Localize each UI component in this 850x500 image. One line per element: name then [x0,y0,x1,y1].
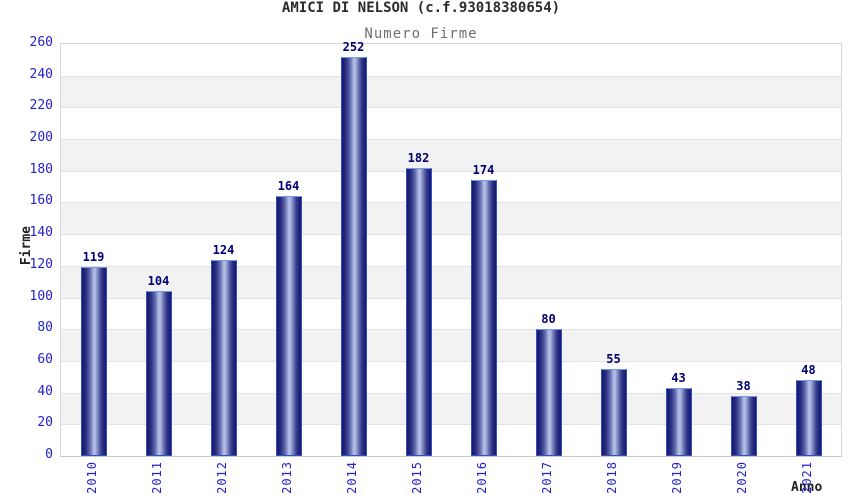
bar-value-label: 55 [606,351,621,366]
gridline [61,265,841,267]
y-tick-label: 60 [37,351,53,367]
bar-2017 [535,329,562,456]
x-tick-label: 2020 [734,461,749,494]
y-tick-label: 180 [29,161,53,177]
x-tick-label: 2010 [84,461,99,494]
x-tick-label: 2013 [279,461,294,494]
bar-2021 [795,379,822,456]
plot-band [61,424,841,456]
x-axis-title: Anno [791,480,823,495]
x-tick-label: 2016 [474,461,489,494]
plot-band [61,202,841,235]
plot-band [61,170,841,203]
plot-band [61,44,841,76]
plot-band [61,234,841,266]
bar-2020 [730,395,757,456]
bar-value-label: 174 [472,163,495,178]
gridline [61,202,841,204]
gridline [61,170,841,172]
x-tick-label: 2019 [669,461,684,494]
plot-area: 119 104 124 164 252 182 174 80 55 43 38 48 [60,39,842,457]
y-tick-label: 160 [29,193,53,209]
plot-band [61,297,841,330]
bar-2012 [210,259,237,456]
y-tick-label: 220 [29,98,53,114]
bar-value-label: 124 [212,242,235,257]
gridline [61,392,841,394]
bar-2010 [80,267,107,456]
x-tick-label: 2021 [799,461,814,494]
gridline [61,234,841,236]
y-tick-label: 20 [37,415,53,431]
y-tick-label: 80 [37,320,53,336]
bar-2016 [470,180,497,456]
bar-2014 [340,56,367,456]
x-tick-label: 2014 [344,461,359,494]
y-tick-label: 140 [29,225,53,241]
bar-2013 [275,196,302,456]
gridline [61,424,841,426]
y-tick-label: 100 [29,288,53,304]
bar-value-label: 104 [147,274,170,289]
gridline [61,329,841,331]
bar-value-label: 38 [736,378,751,393]
y-tick-label: 40 [37,383,53,399]
chart-title: AMICI DI NELSON (c.f.93018380654) [281,0,561,16]
bar-value-label: 119 [82,250,105,265]
bar-2015 [405,167,432,456]
bar-2011 [145,291,172,456]
x-tick-label: 2015 [409,461,424,494]
bar-value-label: 182 [407,150,430,165]
plot-band [61,107,841,140]
plot-band [61,75,841,108]
x-tick-label: 2012 [214,461,229,494]
plot-band [61,329,841,361]
plot-band [61,360,841,393]
gridline [61,360,841,362]
y-tick-label: 240 [29,66,53,82]
bar-value-label: 252 [342,39,365,54]
x-tick-label: 2011 [149,461,164,494]
gridline [61,75,841,77]
bar-value-label: 80 [541,312,556,327]
gridline [61,139,841,141]
bar-value-label: 48 [801,362,816,377]
bar-value-label: 164 [277,179,300,194]
gridline [61,297,841,299]
bar-2018 [600,368,627,456]
bar-2019 [665,387,692,456]
bar-value-label: 43 [671,370,686,385]
y-tick-label: 0 [45,447,53,462]
gridline [61,107,841,109]
x-tick-label: 2017 [539,461,554,494]
y-tick-label: 260 [29,35,53,50]
y-tick-label: 120 [29,256,53,272]
y-tick-label: 200 [29,130,53,146]
plot-band [61,139,841,171]
chart-subtitle: Numero Firme [364,26,478,42]
plot-band [61,392,841,425]
plot-band [61,265,841,298]
x-tick-label: 2018 [604,461,619,494]
